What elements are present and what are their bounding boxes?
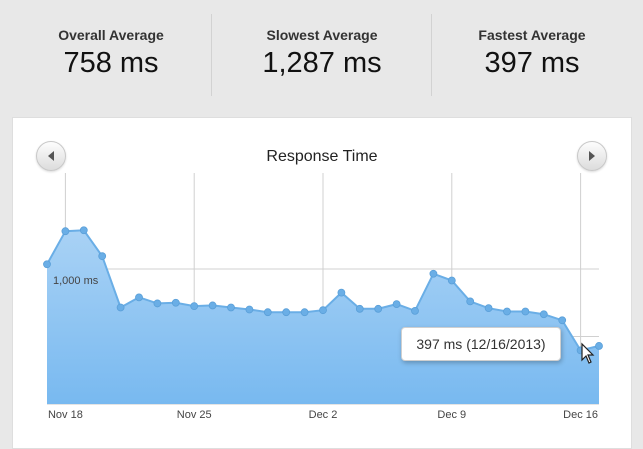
overall-average-stat: Overall Average 758 ms [0,0,222,100]
next-button[interactable] [577,141,607,171]
data-point[interactable] [503,307,511,316]
data-point[interactable] [429,269,438,278]
slowest-average-label: Slowest Average [266,27,378,43]
fastest-average-label: Fastest Average [478,27,586,43]
data-point[interactable] [116,303,125,312]
data-tooltip: 397 ms (12/16/2013) [401,327,561,361]
stats-bar: Overall Average 758 ms Slowest Average 1… [0,0,643,110]
x-axis-ticks: Nov 18 Nov 25 Dec 2 Dec 9 Dec 16 [48,409,598,421]
data-point[interactable] [521,307,530,316]
fastest-average-stat: Fastest Average 397 ms [432,0,632,100]
y-axis-ticks: 1,000 ms [53,275,99,287]
stat-divider [211,14,212,96]
chevron-left-icon [48,151,54,161]
data-point[interactable] [392,300,401,309]
fastest-average-value: 397 ms [484,47,580,79]
data-point[interactable] [319,306,327,315]
data-point[interactable] [355,304,364,313]
data-point[interactable] [558,316,567,325]
data-point[interactable] [43,260,51,269]
stat-divider [431,14,432,96]
data-point[interactable] [300,308,309,317]
data-point[interactable] [227,303,235,312]
data-point[interactable] [135,293,143,302]
x-tick-label: Dec 16 [563,409,598,421]
data-point[interactable] [98,252,107,261]
overall-average-value: 758 ms [63,47,159,79]
chevron-right-icon [589,151,595,161]
data-point[interactable] [245,305,254,314]
y-tick-label: 1,000 ms [53,275,99,287]
data-point[interactable] [374,304,383,313]
x-tick-label: Nov 25 [177,409,212,421]
data-points [43,226,603,355]
data-point[interactable] [539,310,548,319]
data-point[interactable] [595,342,603,350]
data-point[interactable] [61,227,70,236]
x-tick-label: Dec 2 [309,409,338,421]
data-point[interactable] [484,304,493,313]
x-tick-label: Nov 18 [48,409,83,421]
data-point[interactable] [79,226,88,235]
slowest-average-stat: Slowest Average 1,287 ms [212,0,432,100]
data-point[interactable] [263,308,272,317]
slowest-average-value: 1,287 ms [262,47,382,79]
data-point[interactable] [282,308,291,317]
data-point[interactable] [190,302,199,311]
data-point[interactable] [171,298,180,307]
overall-average-label: Overall Average [58,27,164,43]
data-point[interactable] [411,306,419,315]
previous-button[interactable] [36,141,66,171]
data-point[interactable] [153,299,162,308]
data-point[interactable] [337,288,346,297]
x-tick-label: Dec 9 [437,409,466,421]
data-point[interactable] [447,276,456,285]
response-time-chart: Nov 18 Nov 25 Dec 2 Dec 9 Dec 16 1,000 ms [43,173,603,421]
chart-title: Response Time [266,148,378,165]
mouse-pointer-icon [581,342,595,364]
data-point[interactable] [208,301,217,310]
response-time-card: Response Time Nov 18 Nov 25 Dec 2 Dec 9 Dec … [12,117,632,449]
data-point[interactable] [466,297,475,306]
